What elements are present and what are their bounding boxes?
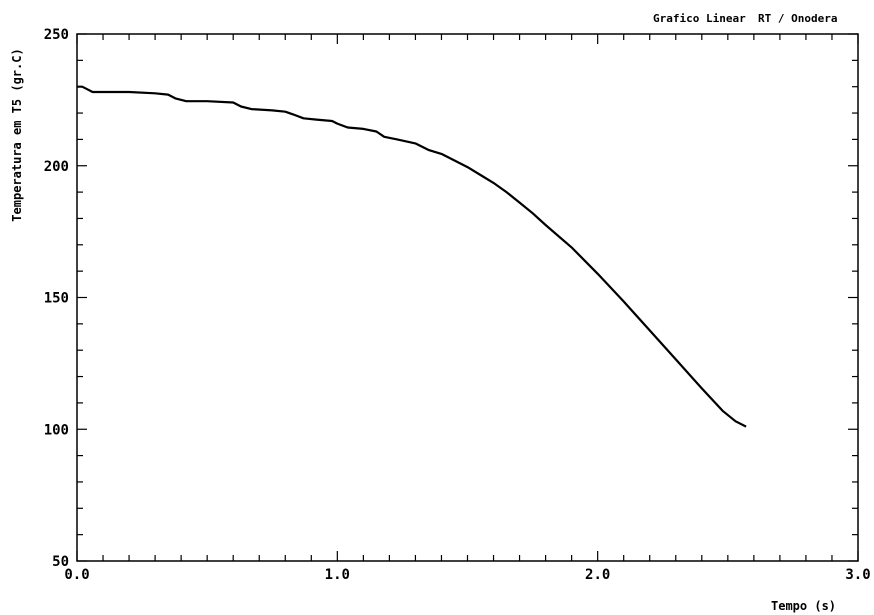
x-axis-label: Tempo (s): [771, 599, 836, 613]
x-tick-label: 3.0: [845, 567, 870, 583]
y-axis-tick-labels: 50 100 150 200 250: [44, 27, 69, 570]
y-tick-label: 50: [52, 554, 69, 570]
x-tick-label: 2.0: [585, 567, 610, 583]
x-tick-label: 0.0: [64, 567, 89, 583]
x-axis-tick-labels: 0.0 1.0 2.0 3.0: [64, 567, 870, 583]
axis-ticks: [76, 33, 859, 562]
y-tick-label: 100: [44, 422, 69, 438]
y-tick-label: 200: [44, 159, 69, 175]
y-tick-label: 250: [44, 27, 69, 43]
x-tick-label: 1.0: [325, 567, 350, 583]
y-axis-label: Temperatura em T5 (gr.C): [10, 48, 24, 221]
chart-title: Grafico Linear: [653, 12, 746, 25]
plot-frame: [76, 33, 859, 562]
chart-author: RT / Onodera: [758, 12, 837, 25]
y-tick-label: 150: [44, 291, 69, 307]
series-line: [77, 85, 747, 428]
